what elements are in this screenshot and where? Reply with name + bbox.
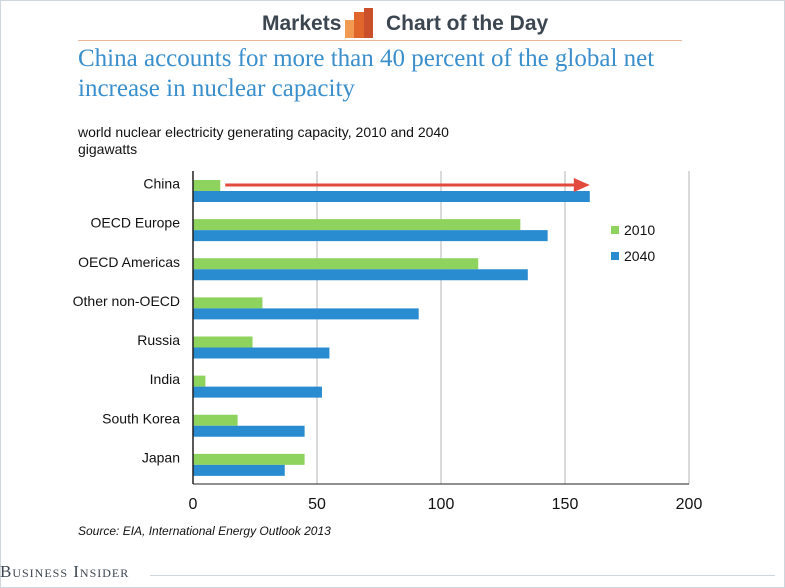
bar-2040 xyxy=(193,191,590,202)
category-label: OECD Americas xyxy=(78,254,180,270)
bar-2010 xyxy=(193,414,238,426)
bar-2010 xyxy=(193,453,305,465)
annotation-arrow-head xyxy=(573,178,590,192)
x-tick-label: 150 xyxy=(552,496,579,513)
bar-2040 xyxy=(193,230,548,242)
footer-brand: Business Insider xyxy=(0,562,130,581)
legend-label: 2040 xyxy=(624,248,655,264)
x-tick-label: 0 xyxy=(189,496,198,513)
x-tick-label: 200 xyxy=(676,496,703,513)
footer-divider xyxy=(150,575,775,576)
x-tick-label: 50 xyxy=(308,496,326,513)
legend-label: 2010 xyxy=(624,222,655,238)
bar-2040 xyxy=(193,386,322,398)
bar-2010 xyxy=(193,375,206,387)
legend-swatch xyxy=(611,252,619,260)
category-label: Other non-OECD xyxy=(73,293,180,309)
category-label: Russia xyxy=(137,332,180,348)
chart-subtitle: world nuclear electricity generating cap… xyxy=(78,124,449,158)
category-label: China xyxy=(143,176,180,192)
category-label: OECD Europe xyxy=(91,215,181,231)
bar-chart-logo-icon xyxy=(345,8,373,38)
bar-2010 xyxy=(193,336,253,348)
bar-2010 xyxy=(193,297,263,309)
bar-2010 xyxy=(193,258,479,270)
subtitle-line-2: gigawatts xyxy=(78,141,138,157)
category-label: India xyxy=(150,371,181,387)
category-label: South Korea xyxy=(102,410,180,426)
header: Markets Chart of the Day xyxy=(0,6,785,40)
brand-markets: Markets xyxy=(262,12,342,35)
category-label: Japan xyxy=(142,449,180,465)
subtitle-line-1: world nuclear electricity generating cap… xyxy=(78,124,449,140)
source-note: Source: EIA, International Energy Outloo… xyxy=(78,524,331,538)
bar-2040 xyxy=(193,425,305,437)
bar-2040 xyxy=(193,464,285,476)
bar-2040 xyxy=(193,269,528,281)
bar-2040 xyxy=(193,308,419,320)
legend-swatch xyxy=(611,226,619,234)
x-tick-label: 100 xyxy=(428,496,455,513)
bar-2040 xyxy=(193,347,330,359)
chart-title: China accounts for more than 40 percent … xyxy=(78,45,655,102)
bar-2010 xyxy=(193,219,521,231)
bar-2010 xyxy=(193,180,221,191)
header-divider xyxy=(78,40,682,41)
brand-chart-of-the-day: Chart of the Day xyxy=(386,12,549,35)
